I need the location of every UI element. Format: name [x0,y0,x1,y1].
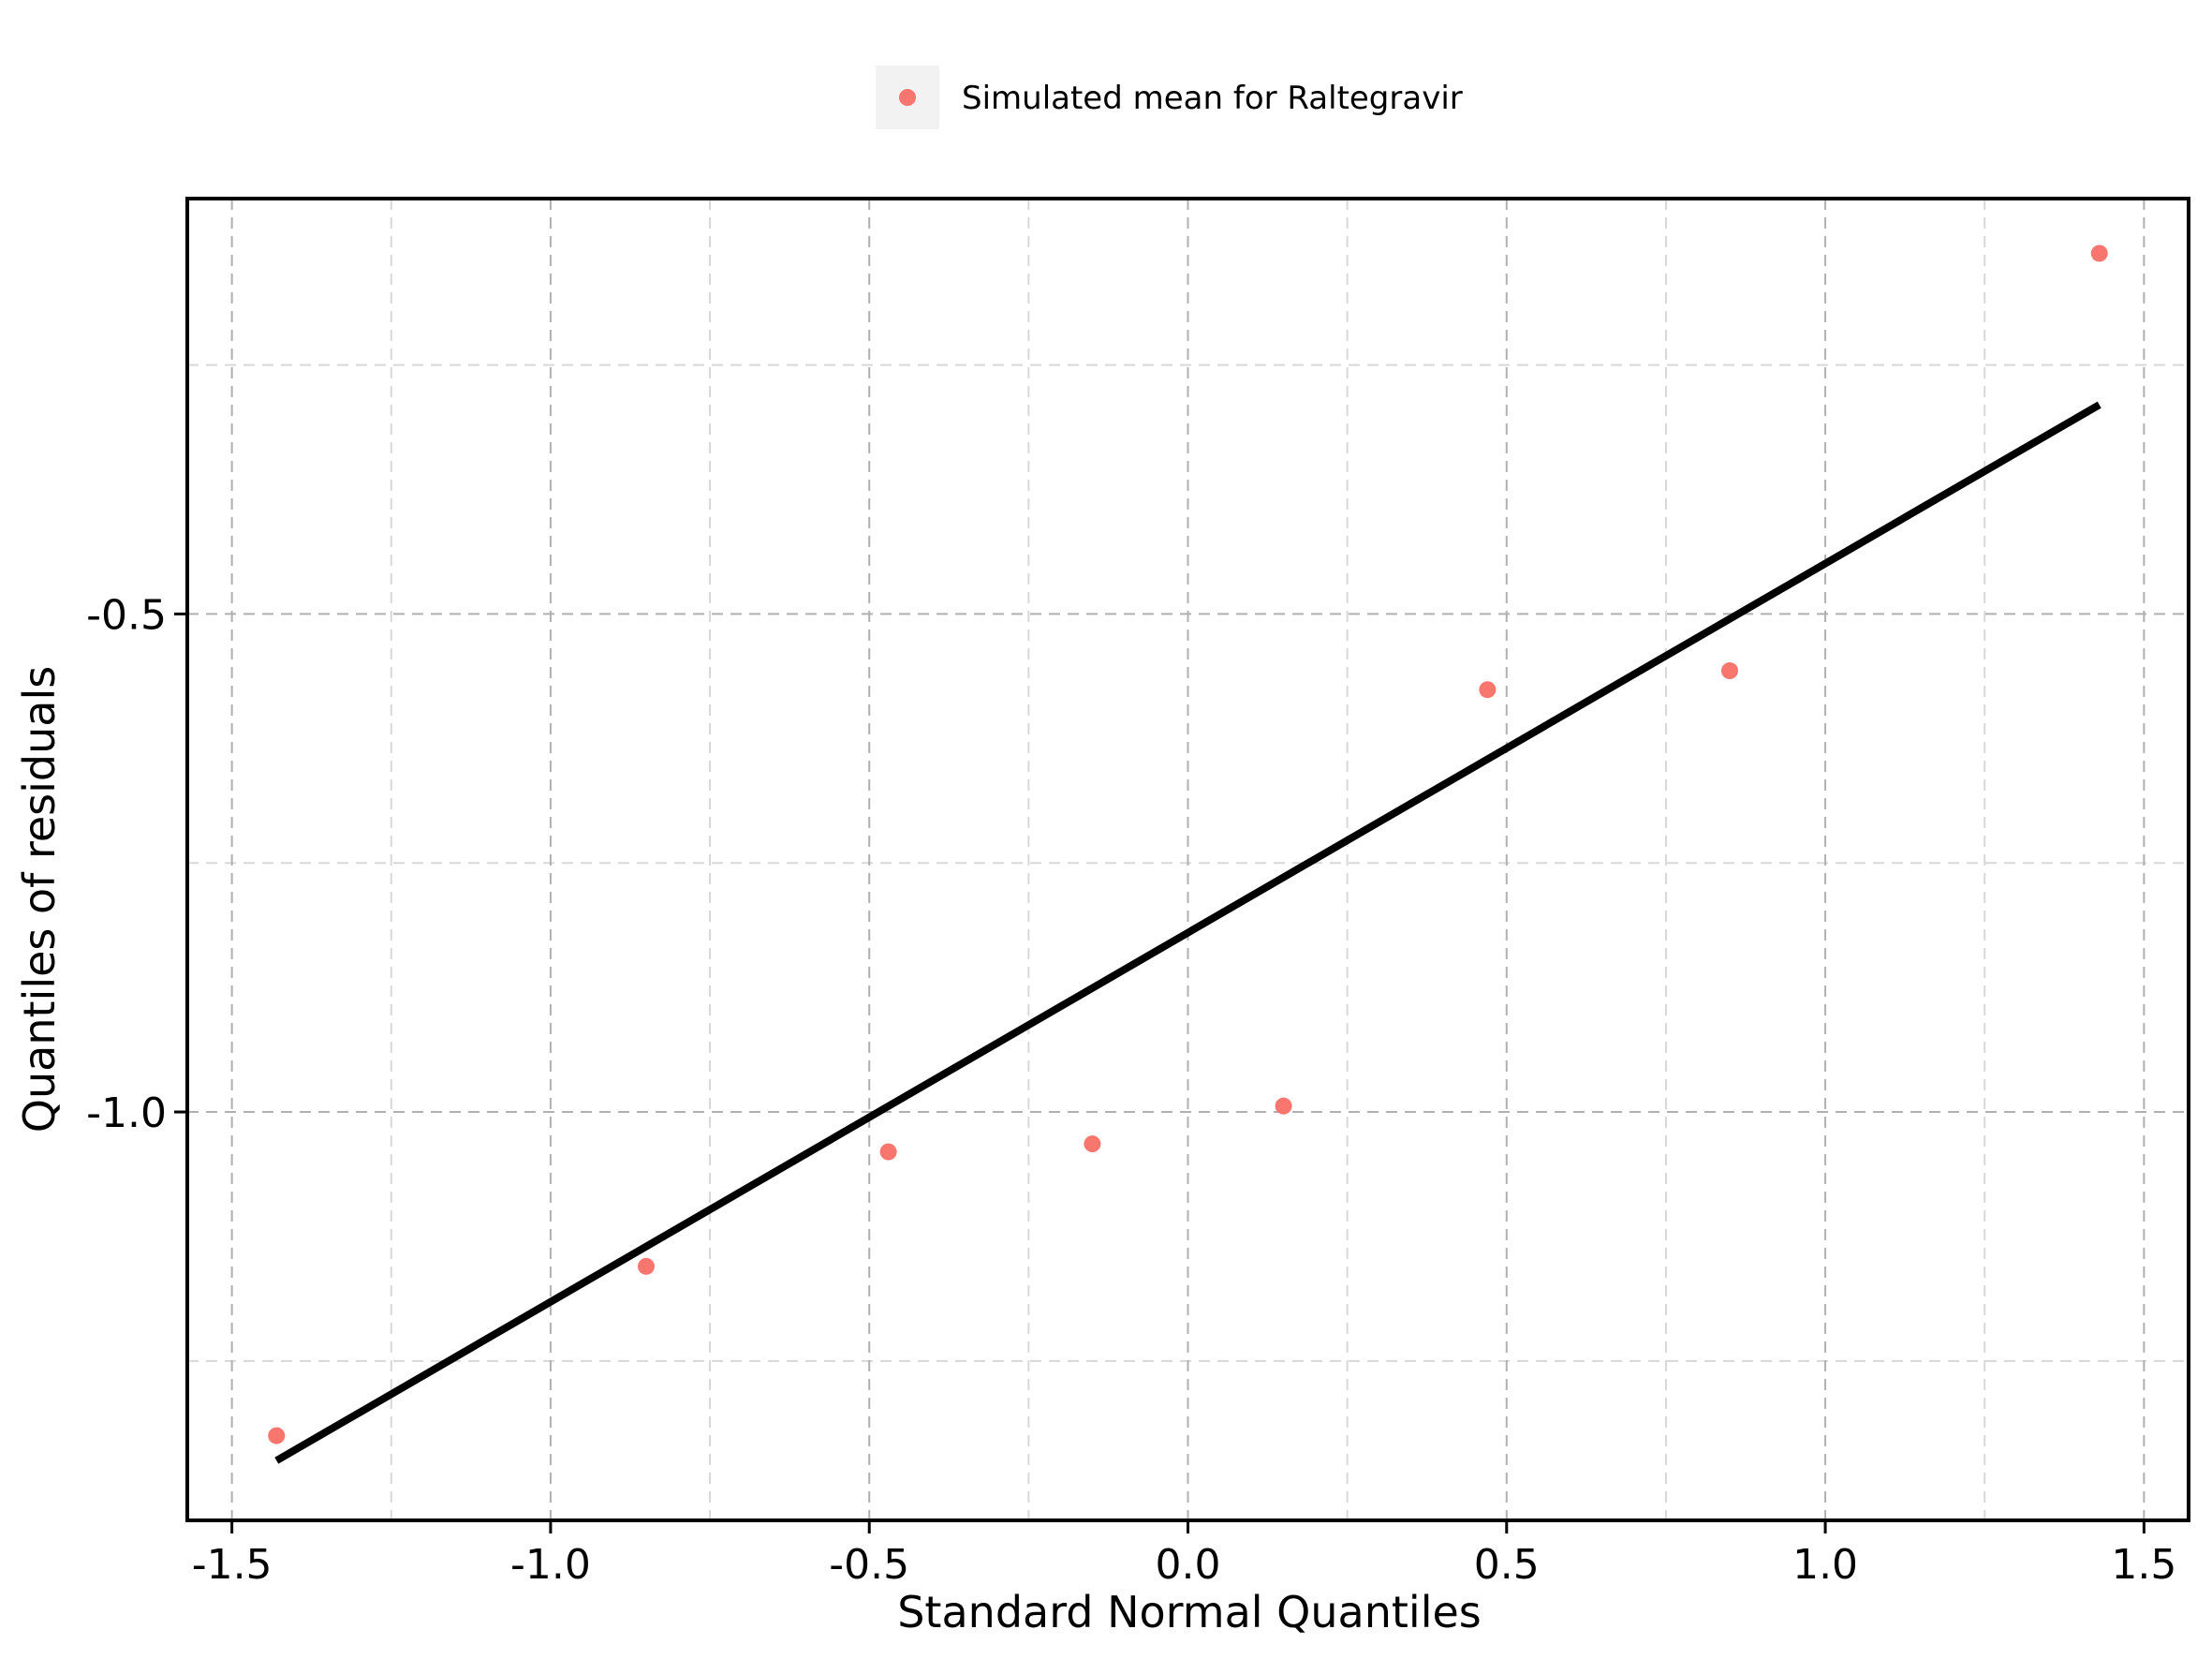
data-point [1720,662,1738,680]
x-axis-ticks: -1.5 -1.0 -0.5 0.0 0.5 1.0 1.5 [192,1520,2176,1589]
x-axis-label: Standard Normal Quantiles [897,1587,1482,1637]
x-tick-label: -1.5 [192,1541,273,1589]
x-tick-label: 1.5 [2111,1541,2176,1589]
data-point [1275,1097,1292,1115]
x-tick-label: 0.0 [1156,1541,1221,1589]
data-point [638,1257,656,1275]
legend-label: Simulated mean for Raltegravir [962,80,1463,117]
data-points [268,244,2108,1444]
major-grid [187,199,2189,1520]
legend: Simulated mean for Raltegravir [876,66,1463,129]
data-point [879,1143,897,1161]
data-point [2090,244,2108,262]
x-tick-label: -1.0 [510,1541,591,1589]
y-axis-label: Quantiles of residuals [14,666,65,1133]
reference-line [274,401,2101,1464]
x-tick-label: 1.0 [1792,1541,1858,1589]
y-tick-label: -1.0 [86,1089,167,1137]
x-tick-label: 0.5 [1474,1541,1540,1589]
data-point [1479,681,1497,699]
data-point [268,1427,286,1444]
x-tick-label: -0.5 [829,1541,909,1589]
y-axis-ticks: -0.5 -1.0 [86,591,187,1137]
legend-marker [899,89,916,106]
y-tick-label: -0.5 [86,591,167,639]
data-point [1084,1135,1101,1153]
